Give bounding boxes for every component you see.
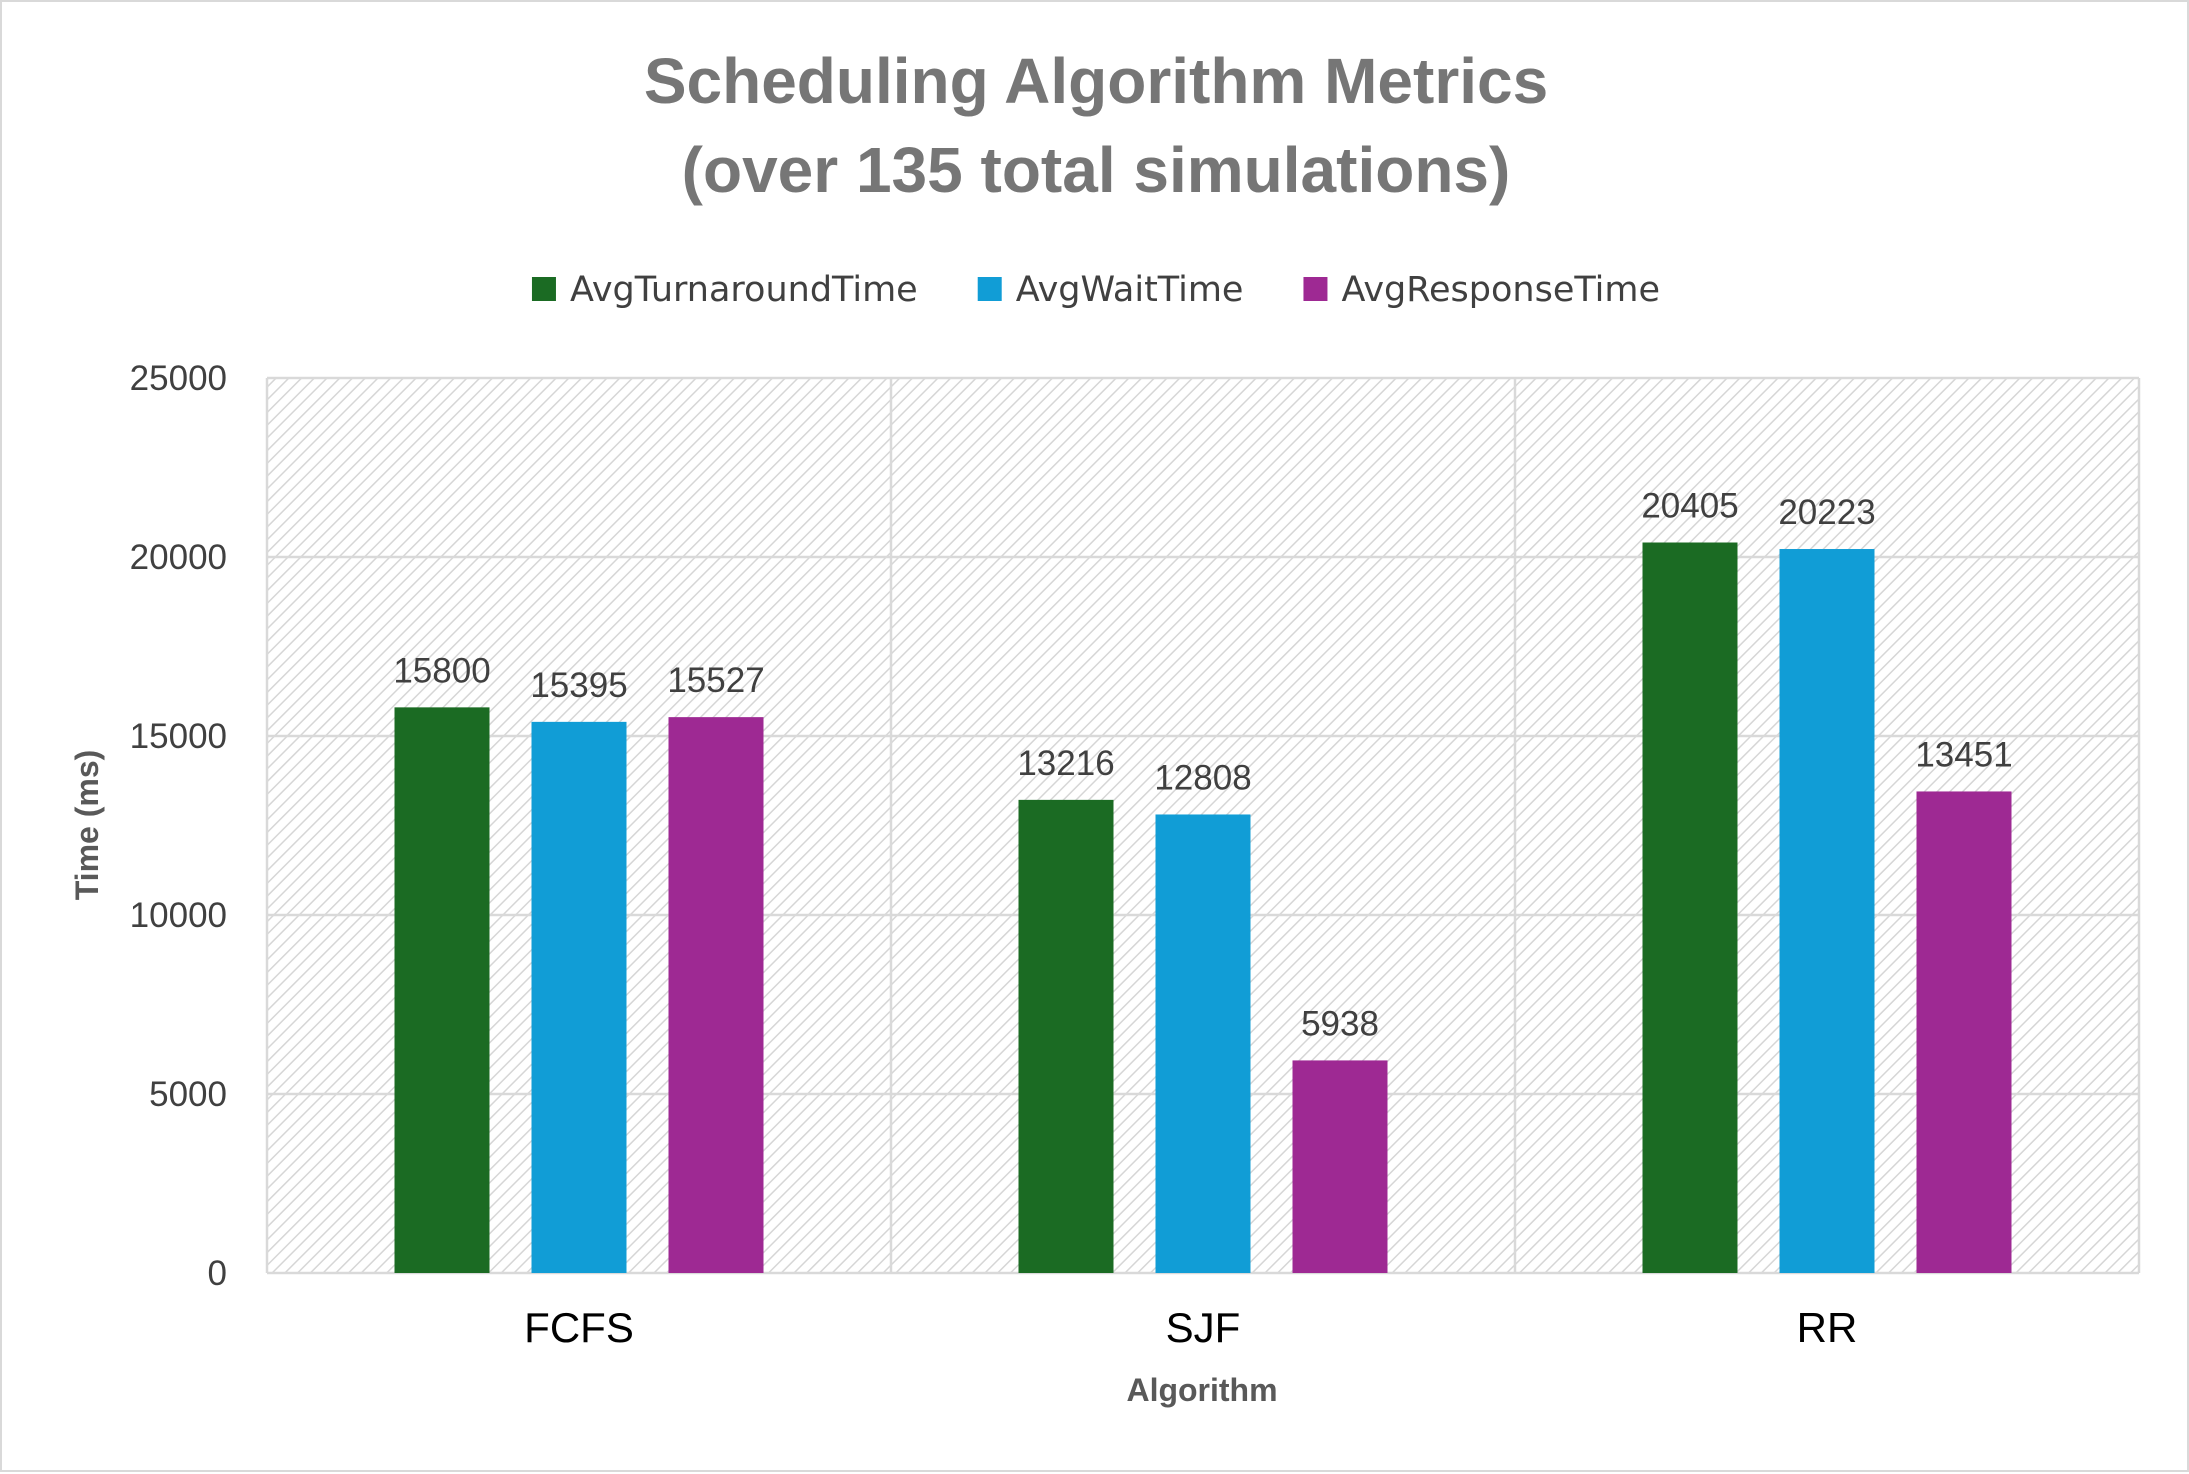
legend-item: AvgTurnaroundTime (531, 270, 918, 310)
chart-title-line-2: (over 135 total simulations) (682, 134, 1511, 206)
bar (1018, 799, 1114, 1273)
y-axis-ticks: 0 5000 10000 15000 20000 25000 (130, 359, 227, 1293)
x-tick-label: FCFS (524, 1304, 634, 1351)
data-label: 12808 (1154, 758, 1251, 797)
bar (1155, 814, 1251, 1273)
legend: AvgTurnaroundTime AvgWaitTime AvgResponseT… (531, 270, 1660, 310)
y-tick-label: 5000 (149, 1075, 227, 1114)
chart-title-line-1: Scheduling Algorithm Metrics (644, 45, 1548, 117)
y-axis-label: Time (ms) (69, 750, 105, 901)
y-tick-label: 15000 (130, 717, 227, 756)
x-axis-label: Algorithm (1126, 1372, 1277, 1408)
bar (1779, 549, 1875, 1273)
y-tick-label: 25000 (130, 359, 227, 398)
data-label: 20405 (1641, 487, 1738, 526)
data-label: 15800 (393, 651, 490, 690)
legend-swatch (531, 277, 556, 301)
legend-swatch (977, 277, 1002, 301)
y-tick-label: 20000 (130, 538, 227, 577)
data-label: 15527 (667, 661, 764, 700)
data-label: 13216 (1017, 744, 1114, 783)
legend-label: AvgResponseTime (1341, 270, 1660, 310)
bar (1916, 791, 2012, 1273)
data-label: 5938 (1301, 1004, 1379, 1043)
bar (1292, 1060, 1388, 1273)
legend-item: AvgResponseTime (1303, 270, 1660, 310)
y-tick-label: 0 (208, 1254, 227, 1293)
data-label: 20223 (1778, 493, 1875, 532)
y-tick-label: 10000 (130, 896, 227, 935)
data-label: 15395 (530, 666, 627, 705)
data-label: 13451 (1915, 735, 2012, 774)
legend-item: AvgWaitTime (977, 270, 1244, 310)
data-labels: 15800 15395 15527 13216 12808 5938 20405 20223 1… (393, 487, 2012, 1044)
bar (531, 721, 627, 1273)
x-tick-label: RR (1797, 1304, 1858, 1351)
bars (394, 542, 2012, 1273)
x-tick-label: SJF (1166, 1304, 1241, 1351)
legend-label: AvgWaitTime (1016, 270, 1244, 310)
legend-swatch (1303, 277, 1328, 301)
x-axis-ticks: FCFS SJF RR (524, 1304, 1857, 1351)
legend-label: AvgTurnaroundTime (570, 270, 918, 310)
bar (668, 717, 764, 1273)
bar (1642, 542, 1738, 1273)
bar (394, 707, 490, 1273)
